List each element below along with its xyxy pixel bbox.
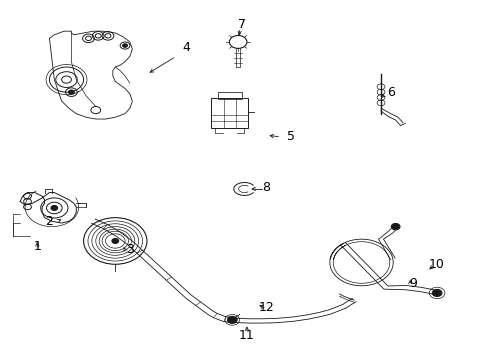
Bar [217, 92, 242, 99]
Text: 2: 2 [45, 215, 53, 228]
Bar [211, 98, 248, 128]
Circle shape [227, 316, 237, 323]
Circle shape [122, 44, 127, 47]
Circle shape [112, 238, 119, 243]
Circle shape [51, 206, 58, 211]
Circle shape [390, 224, 399, 230]
Text: 4: 4 [182, 41, 189, 54]
Circle shape [68, 90, 74, 94]
Text: 3: 3 [126, 243, 134, 256]
Text: 10: 10 [428, 258, 444, 271]
Text: 1: 1 [33, 240, 41, 253]
Text: 6: 6 [386, 86, 394, 99]
Text: 5: 5 [286, 130, 294, 144]
Text: 9: 9 [408, 278, 416, 291]
Text: 12: 12 [258, 301, 274, 314]
Circle shape [431, 289, 441, 297]
Text: 7: 7 [238, 18, 245, 31]
Text: 11: 11 [239, 329, 254, 342]
Text: 8: 8 [262, 181, 270, 194]
